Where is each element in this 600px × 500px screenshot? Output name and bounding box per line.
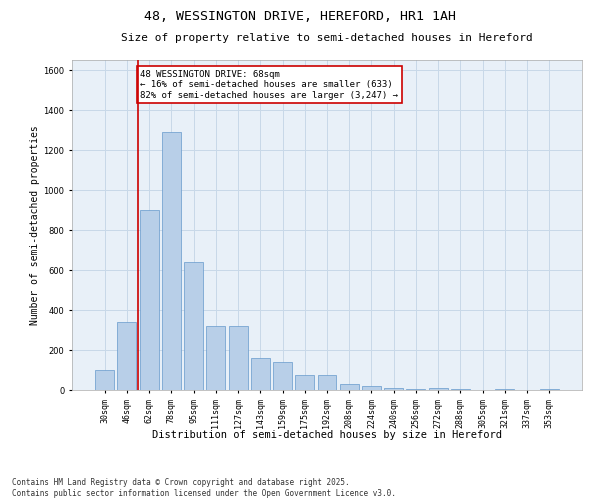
Bar <box>295 375 314 390</box>
Bar <box>362 386 381 390</box>
Text: Contains HM Land Registry data © Crown copyright and database right 2025.
Contai: Contains HM Land Registry data © Crown c… <box>12 478 396 498</box>
Bar <box>118 322 136 390</box>
Bar <box>406 389 425 390</box>
Bar <box>317 375 337 390</box>
Bar <box>184 262 203 390</box>
Bar <box>384 388 403 390</box>
Bar <box>162 132 181 390</box>
Bar <box>340 384 359 390</box>
Text: 48 WESSINGTON DRIVE: 68sqm
← 16% of semi-detached houses are smaller (633)
82% o: 48 WESSINGTON DRIVE: 68sqm ← 16% of semi… <box>140 70 398 100</box>
Bar <box>206 326 225 390</box>
Bar <box>229 326 248 390</box>
X-axis label: Distribution of semi-detached houses by size in Hereford: Distribution of semi-detached houses by … <box>152 430 502 440</box>
Title: Size of property relative to semi-detached houses in Hereford: Size of property relative to semi-detach… <box>121 32 533 42</box>
Bar <box>429 388 448 390</box>
Bar <box>140 210 158 390</box>
Bar <box>273 362 292 390</box>
Bar <box>251 358 270 390</box>
Y-axis label: Number of semi-detached properties: Number of semi-detached properties <box>31 125 40 325</box>
Bar <box>95 370 114 390</box>
Text: 48, WESSINGTON DRIVE, HEREFORD, HR1 1AH: 48, WESSINGTON DRIVE, HEREFORD, HR1 1AH <box>144 10 456 23</box>
Bar <box>451 389 470 390</box>
